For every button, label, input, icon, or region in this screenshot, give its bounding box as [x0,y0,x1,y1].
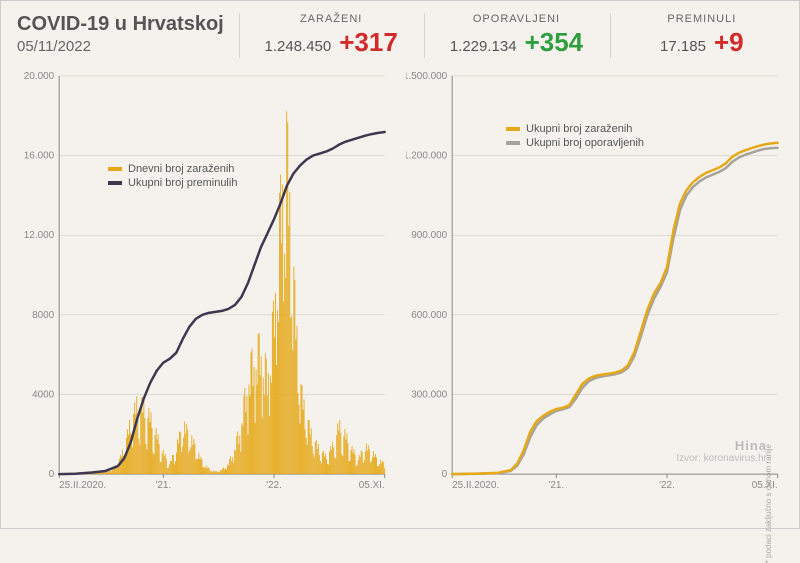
svg-text:05.XI.: 05.XI. [359,480,385,491]
svg-text:4000: 4000 [32,389,55,400]
source-text: Izvor: koronavirus.hr [676,453,767,464]
infographic-container: COVID-19 u Hrvatskoj 05/11/2022 ZARAŽENI… [0,0,800,529]
stat-deaths: PREMINULI 17.185 +9 [610,13,783,58]
charts-row: Dnevni broj zaraženih Ukupni broj preminu… [1,66,799,516]
stat-delta: +354 [525,27,584,58]
svg-text:0: 0 [442,469,448,480]
svg-text:'22.: '22. [266,480,282,491]
legend-item: Ukupni broj preminulih [108,177,237,189]
header: COVID-19 u Hrvatskoj 05/11/2022 ZARAŽENI… [1,1,799,66]
legend-label: Ukupni broj preminulih [128,177,237,189]
stat-recovered: OPORAVLJENI 1.229.134 +354 [424,13,597,58]
stat-delta: +317 [339,27,398,58]
svg-text:16.000: 16.000 [24,151,55,162]
svg-text:20.000: 20.000 [24,71,55,82]
svg-text:600.000: 600.000 [411,310,447,321]
legend-swatch [506,141,520,145]
legend-label: Ukupni broj oporavljenih [526,137,644,149]
svg-text:25.II.2020.: 25.II.2020. [452,480,499,491]
logo-text: Hina [676,438,767,453]
legend-label: Dnevni broj zaraženih [128,163,234,175]
legend-swatch [108,167,122,171]
stat-total: 1.248.450 [265,38,332,55]
stat-label: OPORAVLJENI [435,13,597,25]
legend-right: Ukupni broj zaraženih Ukupni broj oporavl… [506,121,644,151]
svg-text:0: 0 [49,469,55,480]
legend-swatch [108,181,122,185]
page-title: COVID-19 u Hrvatskoj [17,13,227,36]
legend-swatch [506,127,520,131]
svg-text:'22.: '22. [659,480,675,491]
legend-item: Ukupni broj oporavljenih [506,137,644,149]
legend-item: Ukupni broj zaraženih [506,123,644,135]
stat-label: PREMINULI [621,13,783,25]
svg-text:8000: 8000 [32,310,55,321]
legend-label: Ukupni broj zaraženih [526,123,632,135]
stat-delta: +9 [714,27,744,58]
svg-text:900.000: 900.000 [411,230,447,241]
svg-text:25.II.2020.: 25.II.2020. [59,480,106,491]
stat-total: 1.229.134 [450,38,517,55]
svg-text:'21.: '21. [155,480,171,491]
svg-text:1.200.000: 1.200.000 [406,151,448,162]
svg-text:300.000: 300.000 [411,389,447,400]
svg-text:12.000: 12.000 [24,230,55,241]
chart-left-svg: 0 4000 8000 12.000 16.000 20.000 25.II.2020. '2… [13,66,394,504]
stat-infected: ZARAŽENI 1.248.450 +317 [239,13,412,58]
watermark: Hina Izvor: koronavirus.hr [676,438,767,464]
legend-item: Dnevni broj zaraženih [108,163,237,175]
legend-left: Dnevni broj zaraženih Ukupni broj preminu… [108,161,237,191]
chart-left: Dnevni broj zaraženih Ukupni broj preminu… [13,66,394,504]
title-block: COVID-19 u Hrvatskoj 05/11/2022 [17,13,227,55]
chart-right: Ukupni broj zaraženih Ukupni broj oporavl… [406,66,787,504]
page-date: 05/11/2022 [17,38,227,55]
svg-text:1.500.000: 1.500.000 [406,71,448,82]
stat-label: ZARAŽENI [250,13,412,25]
stat-total: 17.185 [660,38,706,55]
svg-text:'21.: '21. [548,480,564,491]
